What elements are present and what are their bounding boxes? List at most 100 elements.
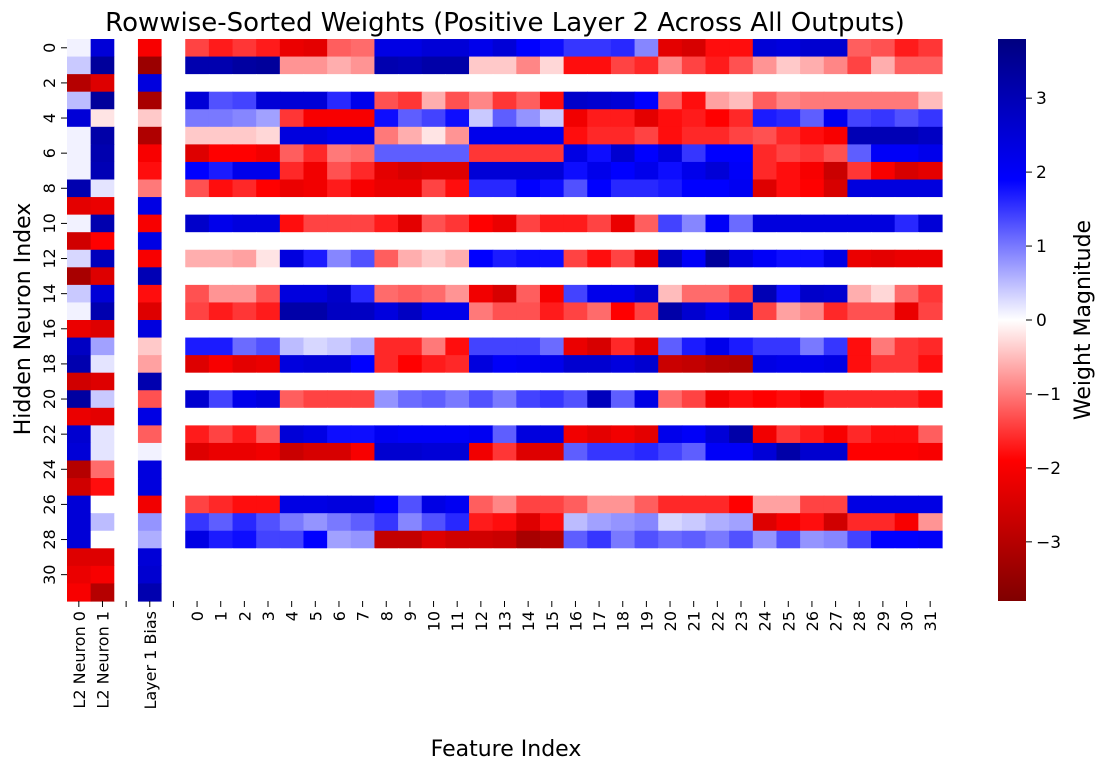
heatmap-cell: [185, 548, 210, 567]
heatmap-cell: [587, 39, 612, 58]
heatmap-cell: [232, 267, 257, 286]
heatmap-cell: [539, 197, 565, 216]
heatmap-cell: [823, 302, 849, 321]
heatmap-cell: [587, 530, 612, 549]
heatmap-cell: [185, 214, 210, 233]
heatmap-cell: [208, 478, 234, 497]
heatmap-cell: [350, 214, 376, 233]
y-tick-label: 22: [40, 424, 59, 444]
heatmap-cell: [658, 214, 683, 233]
heatmap-cell: [539, 91, 565, 110]
heatmap-cell: [563, 372, 588, 391]
heatmap-cell: [776, 144, 801, 163]
heatmap-cell: [894, 320, 919, 339]
heatmap-cell: [776, 425, 801, 444]
heatmap-cell: [279, 161, 305, 181]
heatmap-cell: [256, 126, 281, 145]
heatmap-cell: [634, 249, 659, 268]
colorbar-tick-label: −1: [1036, 385, 1061, 405]
heatmap-cell: [303, 39, 328, 58]
heatmap-cell: [894, 513, 919, 532]
heatmap-cell: [374, 442, 399, 462]
heatmap-cell: [776, 355, 801, 374]
heatmap-cell: [729, 74, 754, 93]
heatmap-cell: [681, 495, 707, 514]
heatmap-cell: [492, 478, 517, 497]
heatmap-cell: [256, 530, 281, 549]
heatmap-cell: [800, 126, 825, 145]
heatmap-cell: [279, 390, 305, 409]
heatmap-cell: [374, 214, 399, 233]
heatmap-cell: [658, 530, 683, 549]
heatmap-cell: [610, 126, 636, 145]
heatmap-cell: [232, 478, 257, 497]
heatmap-cell: [350, 513, 376, 532]
heatmap-cell: [137, 565, 163, 585]
y-axis-label: Hidden Neuron Index: [11, 203, 36, 436]
heatmap-cell: [256, 197, 281, 216]
heatmap-cell: [587, 407, 612, 426]
heatmap-cell: [256, 144, 281, 163]
heatmap-cell: [374, 74, 399, 93]
heatmap-cell: [374, 284, 399, 304]
heatmap-cell: [634, 56, 659, 75]
heatmap-cell: [232, 425, 257, 444]
heatmap-cell: [800, 495, 825, 514]
heatmap-cell: [563, 460, 588, 479]
heatmap-cell: [327, 109, 352, 128]
heatmap-cell: [492, 126, 517, 145]
y-tick-label: 10: [40, 213, 59, 233]
heatmap-cell: [137, 144, 163, 163]
heatmap-cell: [516, 530, 541, 549]
heatmap-cell: [445, 197, 470, 216]
heatmap-cell: [67, 390, 92, 409]
heatmap-cell: [729, 583, 754, 602]
heatmap-cell: [752, 320, 778, 339]
heatmap-cell: [918, 302, 943, 321]
heatmap-cell: [539, 249, 565, 268]
heatmap-cell: [445, 390, 470, 409]
heatmap-cell: [469, 320, 494, 339]
heatmap-cell: [800, 39, 825, 58]
heatmap-cell: [681, 39, 707, 58]
heatmap-cell: [445, 460, 470, 479]
heatmap-cell: [752, 74, 778, 93]
heatmap-cell: [894, 565, 919, 585]
heatmap-cell: [161, 530, 186, 549]
heatmap-cell: [398, 478, 423, 497]
heatmap-cell: [445, 495, 470, 514]
heatmap-cell: [90, 232, 115, 251]
heatmap-cell: [492, 530, 517, 549]
heatmap-cell: [114, 232, 139, 251]
heatmap-cell: [729, 284, 754, 304]
heatmap-cell: [800, 372, 825, 391]
heatmap-cell: [421, 56, 446, 75]
heatmap-cell: [610, 513, 636, 532]
heatmap-cell: [303, 478, 328, 497]
heatmap-cell: [539, 460, 565, 479]
heatmap-cell: [539, 530, 565, 549]
heatmap-cell: [871, 583, 896, 602]
heatmap-cell: [681, 407, 707, 426]
x-tick-label: 31: [921, 611, 940, 631]
heatmap-cell: [398, 548, 423, 567]
heatmap-cell: [752, 407, 778, 426]
heatmap-cell: [705, 495, 730, 514]
heatmap-cell: [823, 74, 849, 93]
heatmap-cell: [350, 337, 376, 356]
heatmap-cell: [776, 407, 801, 426]
heatmap-cell: [516, 478, 541, 497]
heatmap-cell: [374, 355, 399, 374]
heatmap-cell: [350, 372, 376, 391]
heatmap-cell: [563, 161, 588, 181]
heatmap-cell: [374, 302, 399, 321]
heatmap-cell: [398, 91, 423, 110]
heatmap-cell: [208, 302, 234, 321]
heatmap-cell: [918, 214, 943, 233]
heatmap-cell: [208, 267, 234, 286]
heatmap-cell: [137, 232, 163, 251]
heatmap-cell: [350, 144, 376, 163]
heatmap-cell: [516, 232, 541, 251]
heatmap-cell: [610, 320, 636, 339]
heatmap-cell: [563, 530, 588, 549]
